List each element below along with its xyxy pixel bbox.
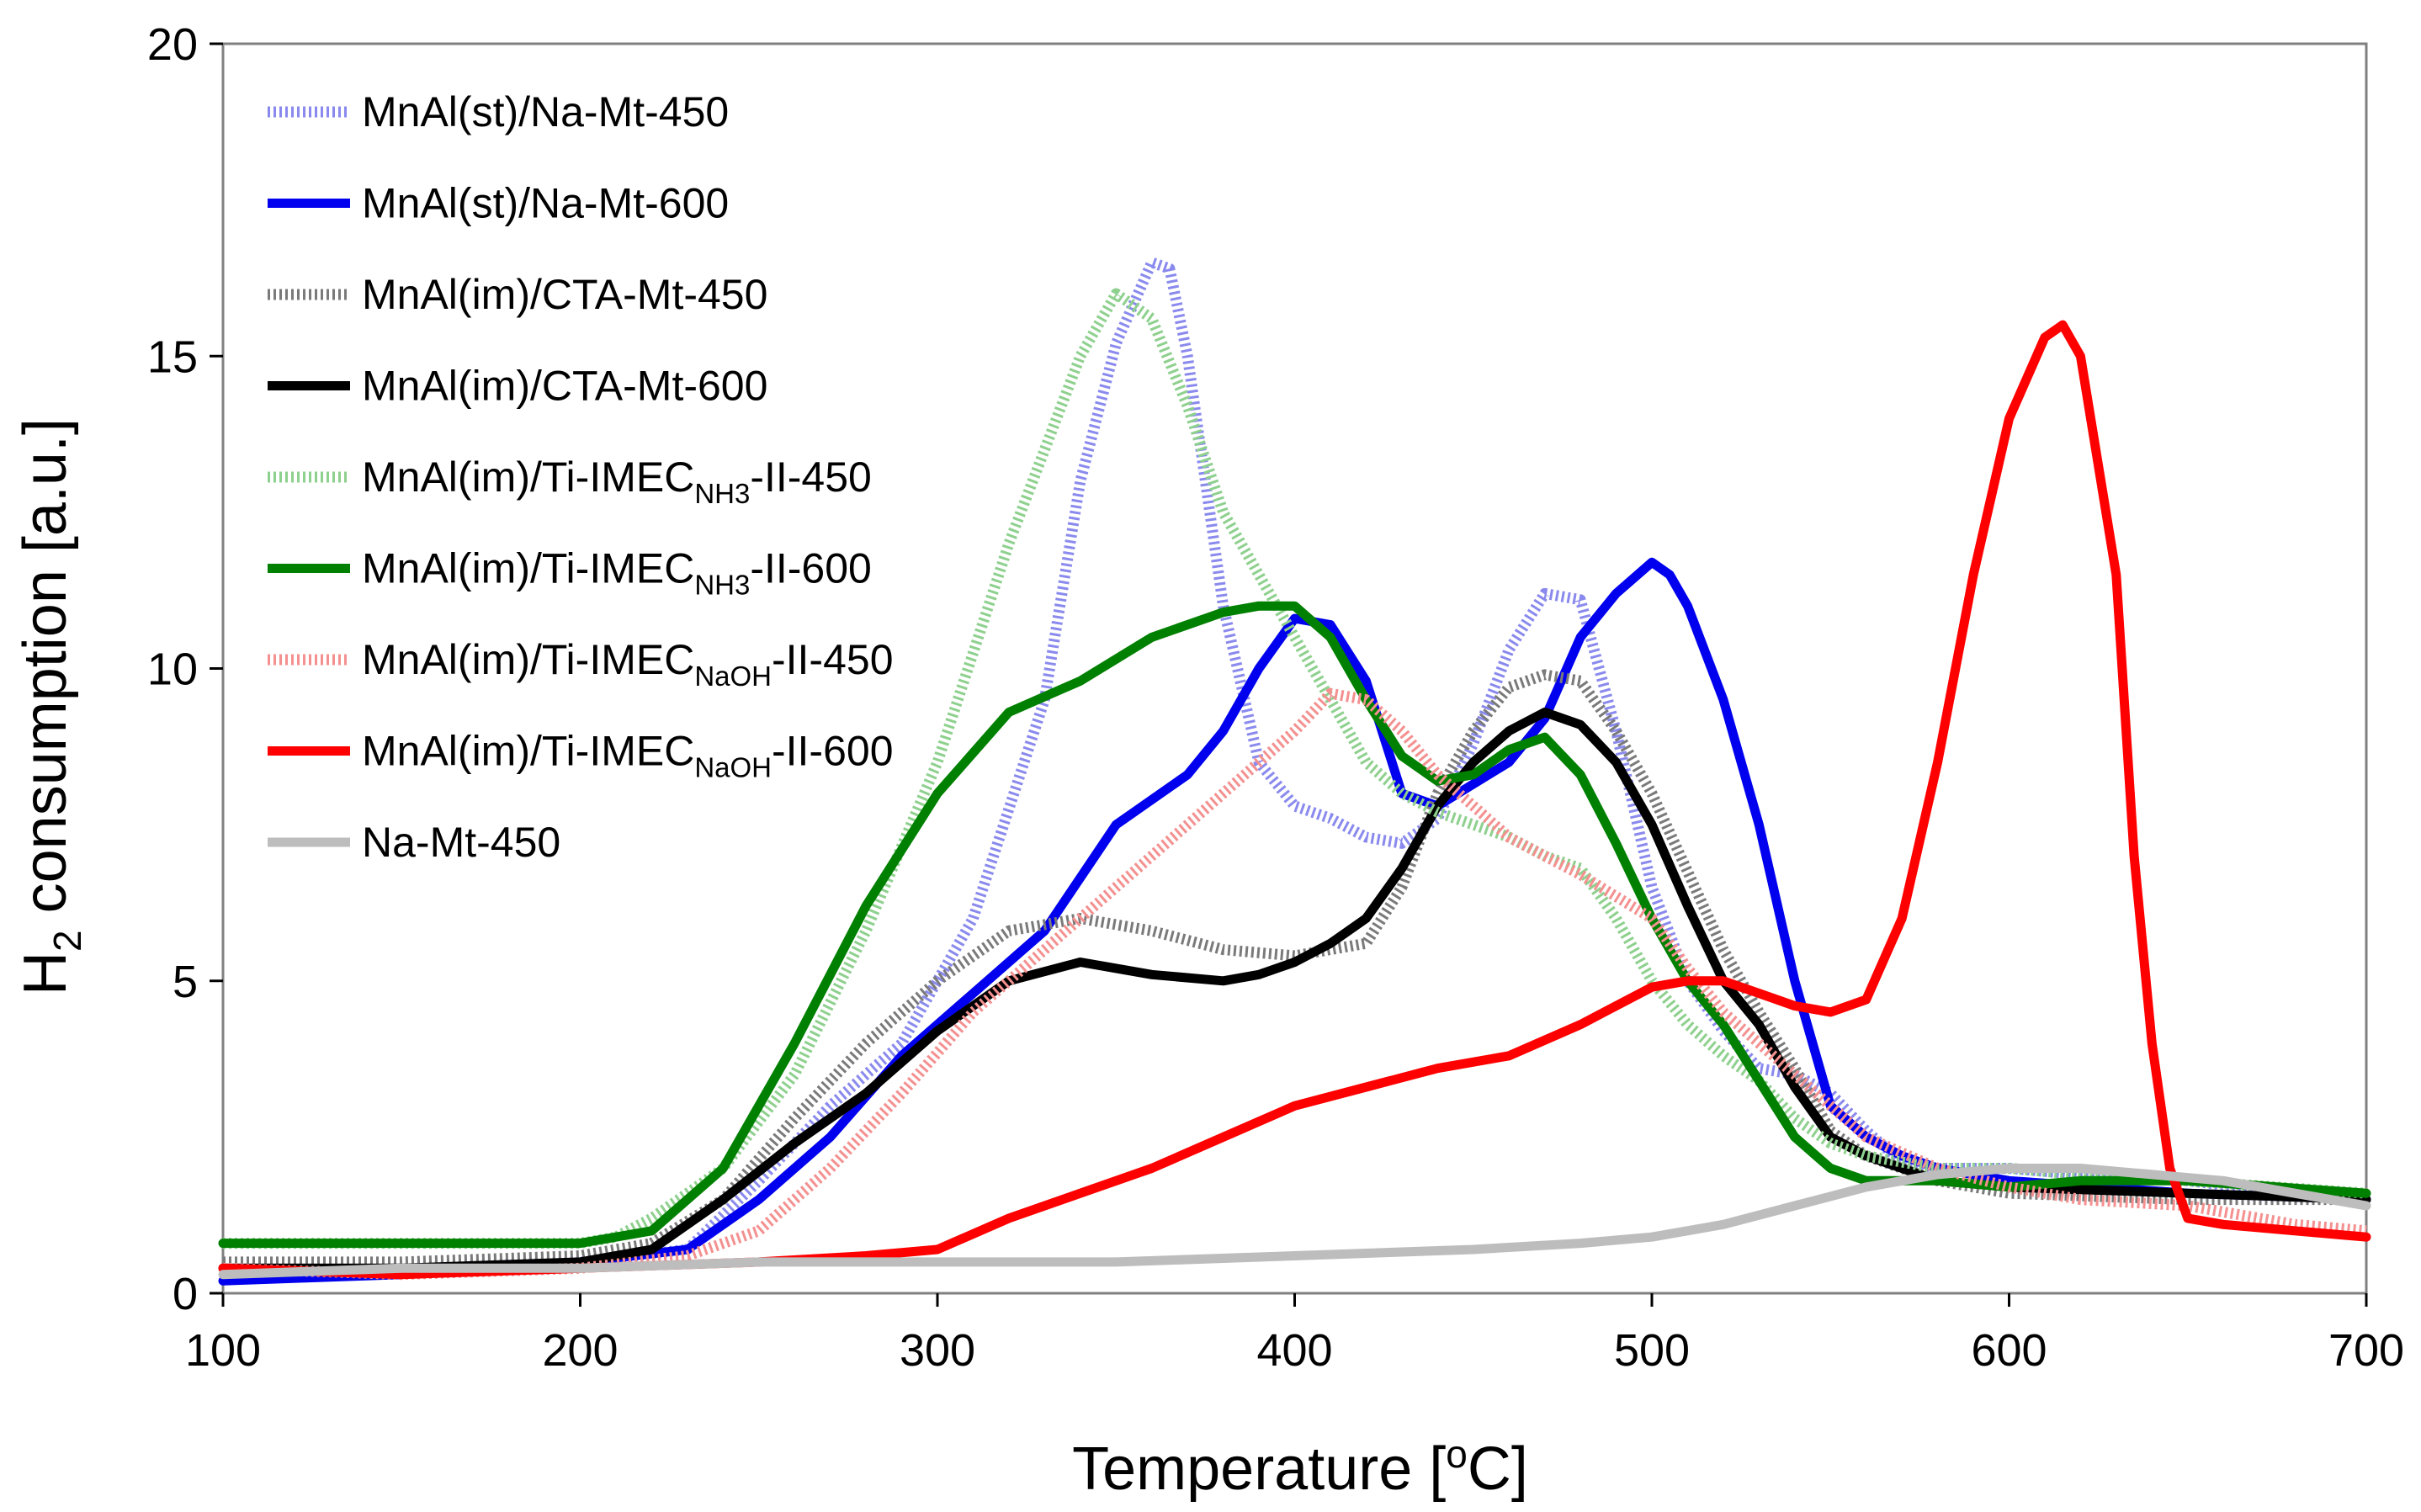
x-axis-title-main: Temperature [ xyxy=(1072,1435,1446,1503)
legend-label-6: MnAl(im)/Ti-IMECNH3-II-600 xyxy=(362,545,872,601)
y-axis-title-sub: 2 xyxy=(45,930,89,952)
x-tick-label: 600 xyxy=(1971,1325,2047,1376)
legend-label-main: MnAl(im)/CTA-Mt-600 xyxy=(362,363,767,410)
legend-label-end: -II-450 xyxy=(772,636,894,683)
legend-label-main: MnAl(im)/CTA-Mt-450 xyxy=(362,271,767,318)
legend-label-5: MnAl(im)/Ti-IMECNH3-II-450 xyxy=(362,454,872,509)
legend-label-end: -II-450 xyxy=(750,454,872,501)
series-line-4 xyxy=(218,708,2371,1273)
legend-label-main: MnAl(im)/Ti-IMEC xyxy=(362,454,694,501)
legend-label-sub: NaOH xyxy=(694,661,772,692)
series-line-5 xyxy=(223,288,2367,1249)
y-tick-label: 0 xyxy=(173,1269,198,1319)
y-tick-label: 5 xyxy=(173,957,198,1007)
series-line-8 xyxy=(218,320,2371,1280)
legend-label-main: Na-Mt-450 xyxy=(362,819,560,866)
x-tick-label: 500 xyxy=(1614,1325,1690,1376)
legend-label-main: MnAl(im)/Ti-IMEC xyxy=(362,636,694,683)
x-tick-label: 400 xyxy=(1256,1325,1332,1376)
y-axis-title-end: consumption [a.u.] xyxy=(12,418,79,930)
series-group xyxy=(218,257,2371,1286)
legend-label-main: MnAl(st)/Na-Mt-600 xyxy=(362,180,729,227)
series-line-7 xyxy=(222,687,2367,1281)
legend-label-2: MnAl(st)/Na-Mt-600 xyxy=(362,180,729,227)
legend: MnAl(st)/Na-Mt-450 MnAl(st)/Na-Mt-600 MnAl… xyxy=(268,88,894,866)
x-tick-label: 100 xyxy=(185,1325,261,1376)
legend-label-main: MnAl(im)/Ti-IMEC xyxy=(362,728,694,775)
legend-label-8: MnAl(im)/Ti-IMECNaOH-II-600 xyxy=(362,728,894,783)
legend-label-4: MnAl(im)/CTA-Mt-600 xyxy=(362,363,767,410)
legend-label-9: Na-Mt-450 xyxy=(362,819,560,866)
legend-label-1: MnAl(st)/Na-Mt-450 xyxy=(362,88,729,135)
y-axis-title-main: H xyxy=(12,952,79,995)
legend-label-end: -II-600 xyxy=(750,545,872,592)
x-tick-label: 300 xyxy=(900,1325,975,1376)
x-axis-title: Temperature [oC] xyxy=(1072,1432,1528,1503)
x-tick-label: 700 xyxy=(2328,1325,2404,1376)
y-tick-label: 15 xyxy=(147,332,198,382)
legend-label-sub: NH3 xyxy=(694,478,750,509)
x-axis-title-sup: o xyxy=(1446,1432,1468,1476)
y-axis-title: H2 consumption [a.u.] xyxy=(12,418,89,995)
series-line-6 xyxy=(218,601,2371,1249)
y-tick-label: 10 xyxy=(147,645,198,695)
axis-titles: Temperature [oC] H2 consumption [a.u.] xyxy=(12,418,1528,1503)
x-axis-title-end: C] xyxy=(1468,1435,1528,1503)
axes: 100 200 300 400 500 600 700 0 5 10 15 20 xyxy=(147,19,2404,1376)
series-line-9 xyxy=(218,1164,2371,1280)
legend-label-sub: NH3 xyxy=(694,570,750,601)
legend-label-3: MnAl(im)/CTA-Mt-450 xyxy=(362,271,767,318)
x-tick-label: 200 xyxy=(542,1325,618,1376)
legend-label-main: MnAl(im)/Ti-IMEC xyxy=(362,545,694,592)
series-line-3 xyxy=(223,669,2366,1268)
legend-label-sub: NaOH xyxy=(694,752,772,783)
legend-label-7: MnAl(im)/Ti-IMECNaOH-II-450 xyxy=(362,636,894,692)
y-tick-label: 20 xyxy=(147,19,198,70)
legend-label-main: MnAl(st)/Na-Mt-450 xyxy=(362,88,729,135)
legend-label-end: -II-600 xyxy=(772,728,894,775)
